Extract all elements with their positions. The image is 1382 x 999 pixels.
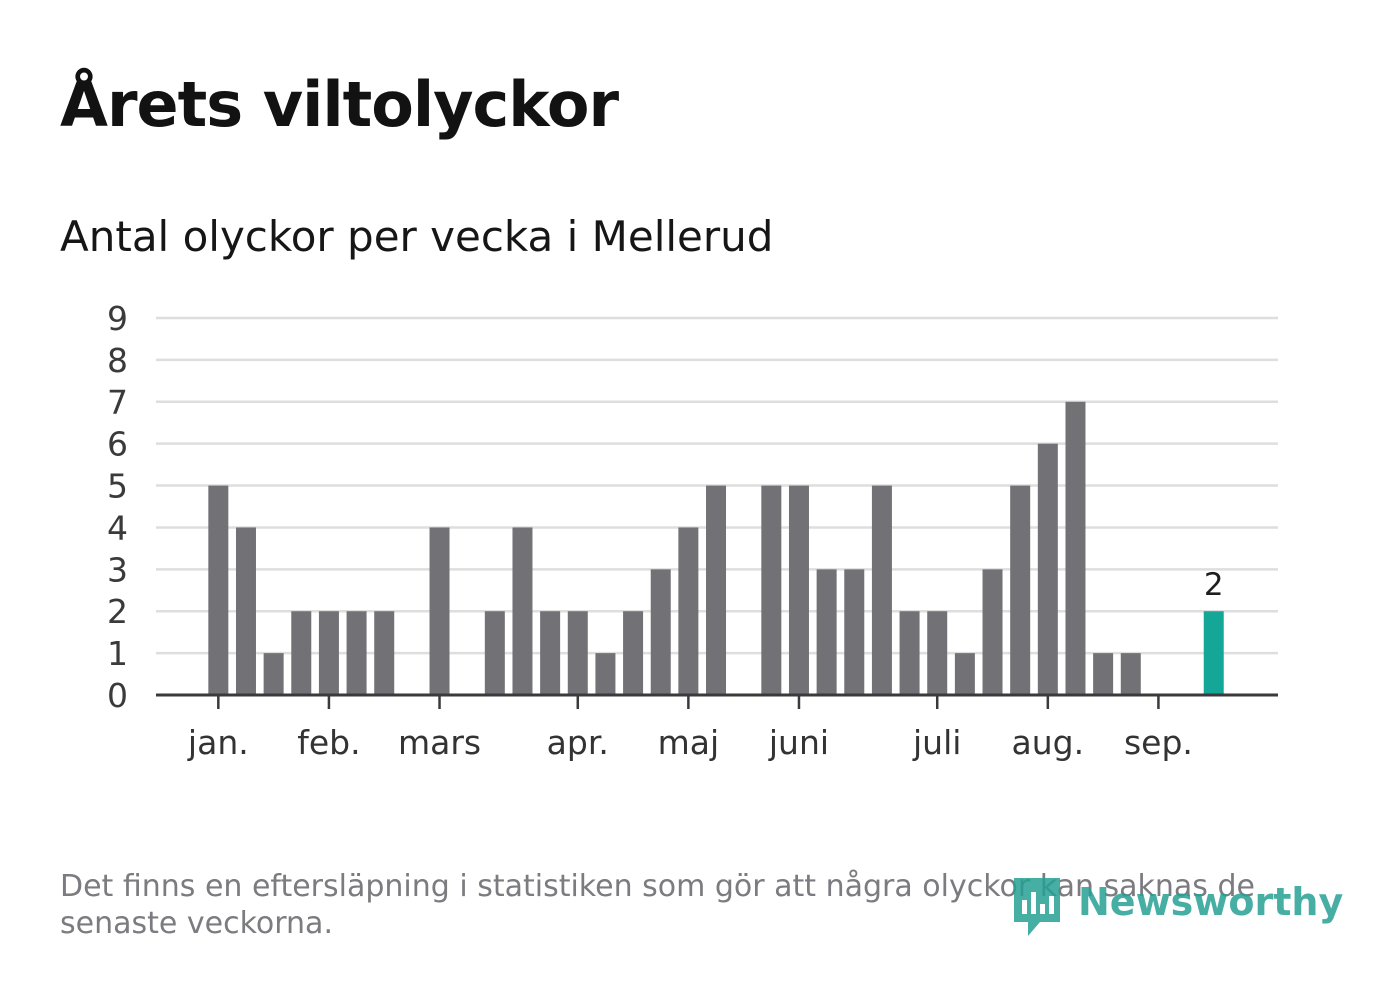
x-tick-label: feb. (297, 723, 360, 762)
chart-subtitle: Antal olyckor per vecka i Mellerud (60, 212, 774, 261)
newsworthy-logo-icon (1014, 878, 1060, 936)
x-tick-label: maj (658, 723, 720, 762)
bar (678, 527, 699, 695)
bar (512, 527, 533, 695)
bar (567, 611, 588, 695)
x-axis-ticks: jan. feb. mars apr. maj juni juli aug. sep. (187, 695, 1193, 762)
x-tick-label: jan. (187, 723, 249, 762)
bar (1093, 653, 1114, 695)
chart-title: Årets viltolyckor (60, 68, 619, 141)
bar (650, 569, 671, 695)
bar (346, 611, 367, 695)
bar (1120, 653, 1141, 695)
bar (899, 611, 920, 695)
data-label: 2 (1204, 567, 1224, 603)
bar (263, 653, 284, 695)
y-tick-label: 7 (107, 383, 128, 422)
bar (1010, 485, 1031, 695)
bar (318, 611, 339, 695)
bar-highlight (1203, 611, 1224, 695)
y-tick-label: 9 (107, 299, 128, 338)
brand-logo: Newsworthy (1010, 872, 1343, 942)
bar (291, 611, 312, 695)
x-tick-label: sep. (1124, 723, 1193, 762)
bar (871, 485, 892, 695)
bar (844, 569, 865, 695)
data-labels: 2 (1204, 567, 1224, 603)
x-tick-label: aug. (1012, 723, 1085, 762)
bar (540, 611, 561, 695)
bar (374, 611, 395, 695)
y-tick-label: 5 (107, 467, 128, 506)
brand-name: Newsworthy (1078, 880, 1344, 924)
bar (208, 485, 229, 695)
y-tick-label: 6 (107, 425, 128, 464)
x-tick-label: apr. (547, 723, 609, 762)
bar (429, 527, 450, 695)
y-tick-label: 0 (107, 676, 128, 715)
bar (927, 611, 948, 695)
bar (1065, 401, 1086, 695)
bar (484, 611, 505, 695)
bars (208, 401, 1224, 695)
bar (954, 653, 975, 695)
bar (706, 485, 727, 695)
x-tick-label: juli (912, 723, 961, 762)
y-tick-label: 8 (107, 341, 128, 380)
bar (623, 611, 644, 695)
y-tick-label: 2 (107, 592, 128, 631)
bar (595, 653, 616, 695)
x-tick-label: juni (768, 723, 829, 762)
y-tick-label: 4 (107, 508, 128, 547)
bar (235, 527, 256, 695)
bar (1037, 443, 1058, 695)
bar (761, 485, 782, 695)
x-tick-label: mars (398, 723, 481, 762)
bar (788, 485, 809, 695)
bar (982, 569, 1003, 695)
y-tick-label: 1 (107, 634, 128, 673)
bar (816, 569, 837, 695)
y-tick-label: 3 (107, 550, 128, 589)
